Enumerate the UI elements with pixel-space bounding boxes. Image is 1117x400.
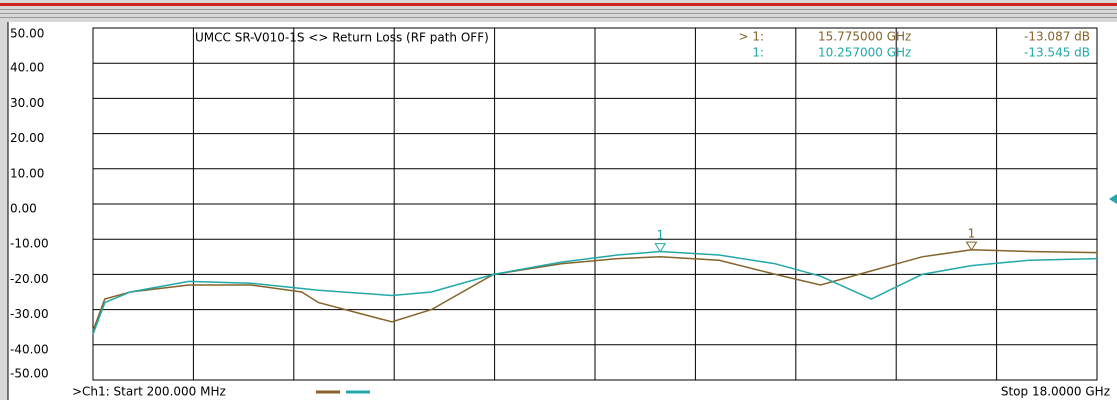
marker-triangle [654, 243, 667, 253]
top-stripe [0, 9, 1117, 10]
chart-title: UMCC SR-V010-1S <> Return Loss (RF path … [195, 31, 489, 45]
marker-frequency: 15.775000 GHz [818, 30, 911, 44]
marker-prefix: 1: [752, 46, 764, 60]
y-tick-label: -40.00 [10, 342, 49, 356]
y-tick-label: -20.00 [10, 272, 49, 286]
marker-value: -13.545 dB [1024, 46, 1090, 60]
marker-name: 1 [656, 228, 664, 242]
y-tick-label: 40.00 [10, 61, 44, 75]
marker-name: 1 [968, 227, 976, 241]
top-stripe [0, 13, 1117, 14]
marker-prefix: > 1: [738, 30, 764, 44]
trace [92, 250, 1098, 335]
marker-frequency: 10.257000 GHz [818, 46, 911, 60]
y-tick-label: 0.00 [10, 202, 37, 216]
y-tick-label: 10.00 [10, 166, 44, 180]
y-tick-label: 50.00 [10, 27, 44, 41]
top-red-line [0, 3, 1117, 6]
marker-triangle [965, 241, 978, 252]
marker-value: -13.087 dB [1024, 30, 1090, 44]
y-tick-label: -30.00 [10, 307, 49, 321]
y-tick-label: 20.00 [10, 131, 44, 145]
start-label: >Ch1: Start 200.000 MHz [72, 385, 226, 399]
trace [92, 249, 1098, 331]
y-tick-label: -50.00 [10, 367, 49, 381]
reference-arrow [1109, 194, 1117, 204]
top-stripe [0, 17, 1117, 18]
stop-label: Stop 18.0000 GHz [1001, 385, 1110, 399]
y-tick-label: -10.00 [10, 237, 49, 251]
y-tick-label: 30.00 [10, 96, 44, 110]
left-edge [0, 22, 8, 400]
